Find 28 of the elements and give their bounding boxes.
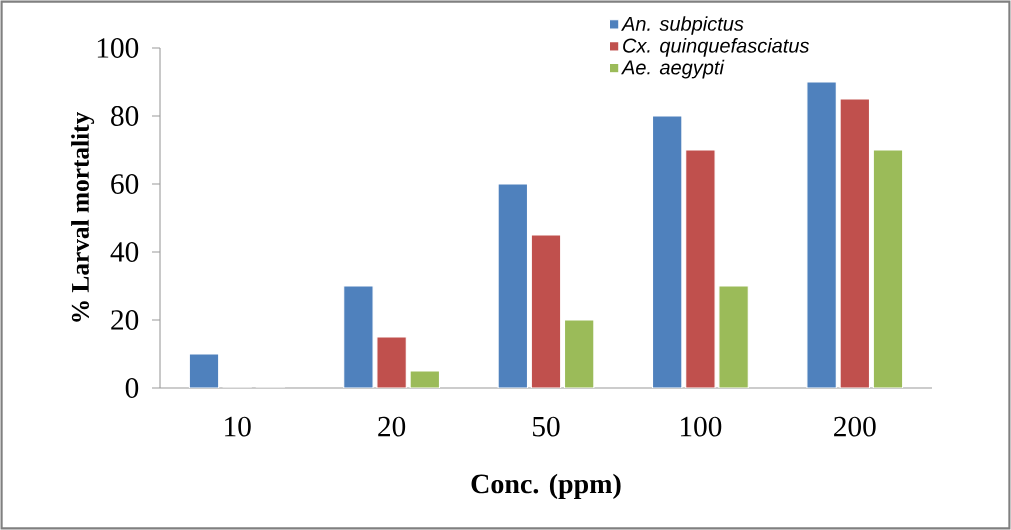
y-tick-label: 80 — [111, 106, 139, 126]
bar — [718, 285, 749, 388]
y-tick-label: 40 — [110, 242, 139, 262]
y-axis-title: % Larval mortality — [71, 112, 95, 322]
x-tick-label: 20 — [378, 416, 406, 437]
bar — [497, 183, 529, 388]
bar — [376, 336, 407, 388]
bar — [872, 149, 904, 388]
y-tick-label: 0 — [125, 378, 139, 398]
bar — [651, 115, 683, 388]
legend-label: Cx. quinquefasciatus — [623, 38, 810, 57]
y-tick-label: 100 — [97, 38, 139, 58]
x-tick-label: 50 — [533, 416, 560, 437]
x-tick-label: 100 — [680, 416, 722, 437]
bar — [563, 319, 595, 388]
x-tick-label: 200 — [834, 416, 876, 437]
y-tick-label: 60 — [111, 174, 139, 194]
legend-label: An. subpictus — [621, 16, 744, 35]
x-tick-label: 10 — [225, 416, 251, 437]
bar — [685, 149, 716, 388]
bar — [188, 353, 220, 388]
x-axis-title: Conc. (ppm) — [471, 473, 621, 500]
legend-label: Ae. aegypti — [621, 59, 725, 79]
y-tick-label: 20 — [111, 310, 139, 330]
bar — [530, 234, 562, 388]
bar — [839, 98, 870, 388]
bar — [806, 81, 837, 388]
bar — [343, 285, 374, 388]
